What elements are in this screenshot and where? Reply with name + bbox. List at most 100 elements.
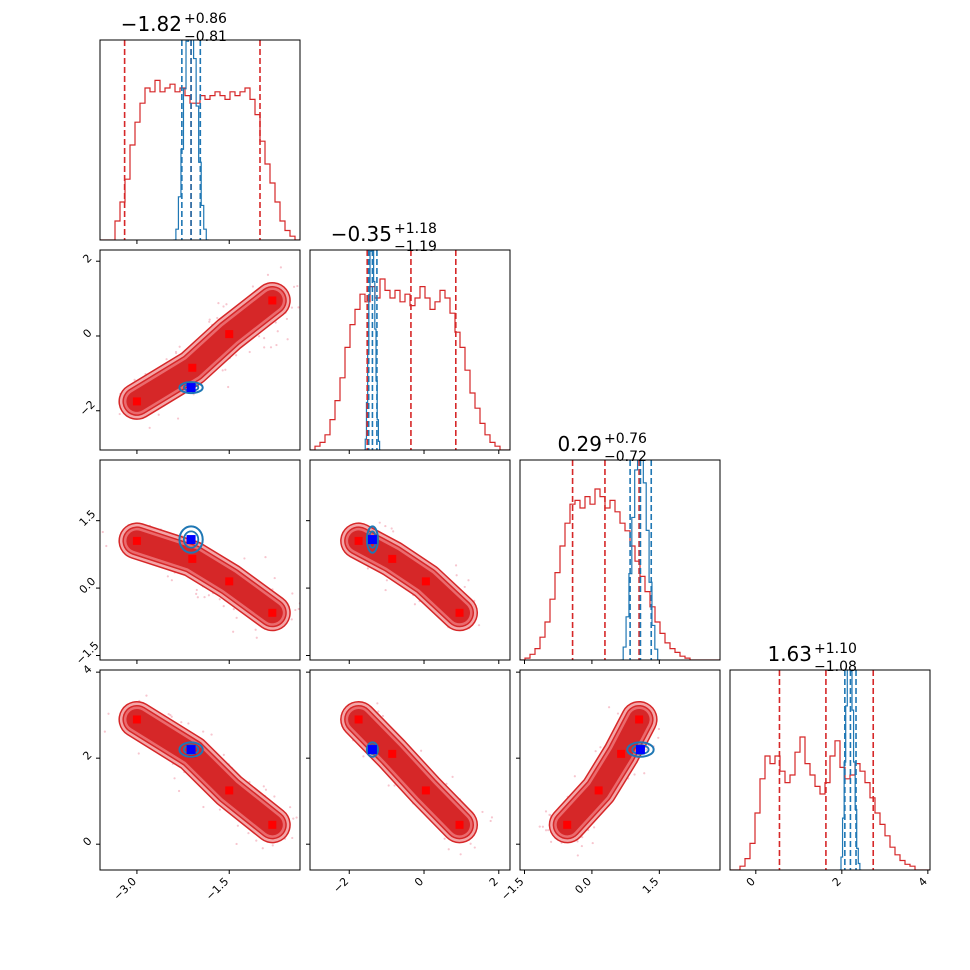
scatter-point [232, 630, 235, 633]
scatter-point [547, 829, 550, 832]
red-mode-marker-0 [132, 536, 141, 545]
scatter-point [133, 378, 136, 381]
scatter-point [286, 338, 289, 341]
scatter-point [291, 836, 294, 840]
scatter-point [274, 321, 277, 324]
blue-contour-outer [365, 741, 379, 758]
scatter-point [549, 840, 553, 843]
param-title-plus: +1.10 [814, 641, 857, 657]
scatter-point [266, 273, 270, 276]
panel-1-0: −2 0 2 [77, 249, 308, 454]
red-mode-marker-1 [188, 554, 197, 563]
scatter-point [208, 318, 211, 321]
scatter-point [279, 266, 283, 269]
scatter-point [378, 521, 381, 524]
x-tick-label: −3.0 [111, 875, 139, 903]
scatter-point [173, 777, 176, 780]
scatter-point [196, 596, 199, 599]
scatter-point [297, 607, 300, 611]
scatter-point [455, 574, 458, 577]
scatter-point [384, 524, 387, 528]
scatter-point [170, 715, 173, 718]
panel-frame [309, 669, 511, 871]
y-tick-label: −2 [77, 398, 98, 419]
scatter-point [177, 789, 181, 793]
blue-histogram [364, 250, 381, 450]
scatter-point [294, 608, 297, 612]
y-tick-label: −1.5 [73, 639, 101, 667]
scatter-point [573, 775, 576, 778]
scatter-point [616, 712, 620, 715]
scatter-point [469, 842, 472, 845]
scatter-point [275, 343, 278, 347]
scatter-point [137, 752, 140, 755]
panel-frame [99, 249, 301, 451]
scatter-point [217, 302, 220, 305]
param-title-value: 1.63 [767, 642, 812, 666]
y-tick-label: 0 [80, 326, 94, 340]
scatter-point [166, 575, 169, 578]
red-histogram [520, 488, 720, 660]
scatter-point [599, 746, 602, 749]
panel-content [340, 700, 494, 856]
red-mode-marker-0 [635, 715, 644, 724]
param-title-plus: +0.86 [184, 11, 227, 27]
x-tick-label: 0.0 [572, 875, 594, 897]
param-title-value: −0.35 [331, 222, 392, 246]
scatter-point [290, 306, 294, 309]
scatter-point [362, 755, 365, 758]
scatter-point [257, 335, 261, 338]
panel-content [310, 250, 510, 450]
param-title-3: 1.63 +1.10 −1.08 [767, 641, 856, 675]
blue-contour-outer [365, 525, 379, 554]
panel-3-2: −1.5 0.0 1.5 [499, 669, 721, 903]
param-title-1: −0.35 +1.18 −1.19 [331, 221, 437, 255]
red-mode-marker-2 [225, 786, 234, 795]
scatter-point [490, 816, 494, 819]
contour-inner [558, 710, 649, 834]
red-mode-marker-3 [268, 296, 277, 305]
blue-truth-marker [186, 535, 196, 545]
panel-2-1 [306, 459, 511, 664]
scatter-point [657, 736, 660, 739]
red-mode-marker-3 [455, 608, 464, 617]
scatter-point [263, 346, 266, 349]
scatter-point [387, 784, 390, 787]
scatter-point [420, 749, 423, 752]
red-mode-marker-1 [188, 363, 197, 372]
scatter-point [538, 825, 541, 828]
scatter-point [392, 530, 395, 533]
scatter-point [225, 303, 228, 306]
scatter-point [248, 350, 251, 354]
scatter-point [101, 530, 104, 534]
scatter-point [289, 806, 292, 809]
scatter-point [178, 345, 181, 348]
scatter-point [175, 351, 178, 355]
scatter-point [643, 772, 646, 775]
scatter-point [243, 557, 246, 560]
scatter-point [103, 730, 106, 733]
scatter-point [264, 556, 267, 559]
red-mode-marker-3 [268, 608, 277, 617]
scatter-point [210, 733, 213, 736]
blue-histogram [839, 670, 862, 870]
scatter-point [393, 784, 396, 787]
scatter-point [218, 808, 222, 811]
scatter-point [447, 848, 450, 851]
scatter-point [306, 305, 308, 307]
scatter-point [180, 721, 183, 724]
y-tick-label: 2 [80, 252, 94, 266]
blue-truth-marker [186, 745, 196, 755]
x-tick-label: −2 [331, 875, 352, 896]
scatter-point [195, 592, 198, 595]
red-mode-marker-1 [617, 749, 626, 758]
panel-frame [519, 669, 721, 871]
panel-2-2: 0.29 +0.76 −0.72 [519, 431, 721, 664]
scatter-point [263, 336, 266, 340]
panel-content [730, 670, 930, 870]
x-tick-label: 4 [916, 875, 930, 889]
panel-content [520, 460, 720, 660]
scatter-point [413, 603, 417, 606]
scatter-point [376, 702, 379, 705]
blue-contour-outer [178, 741, 204, 758]
